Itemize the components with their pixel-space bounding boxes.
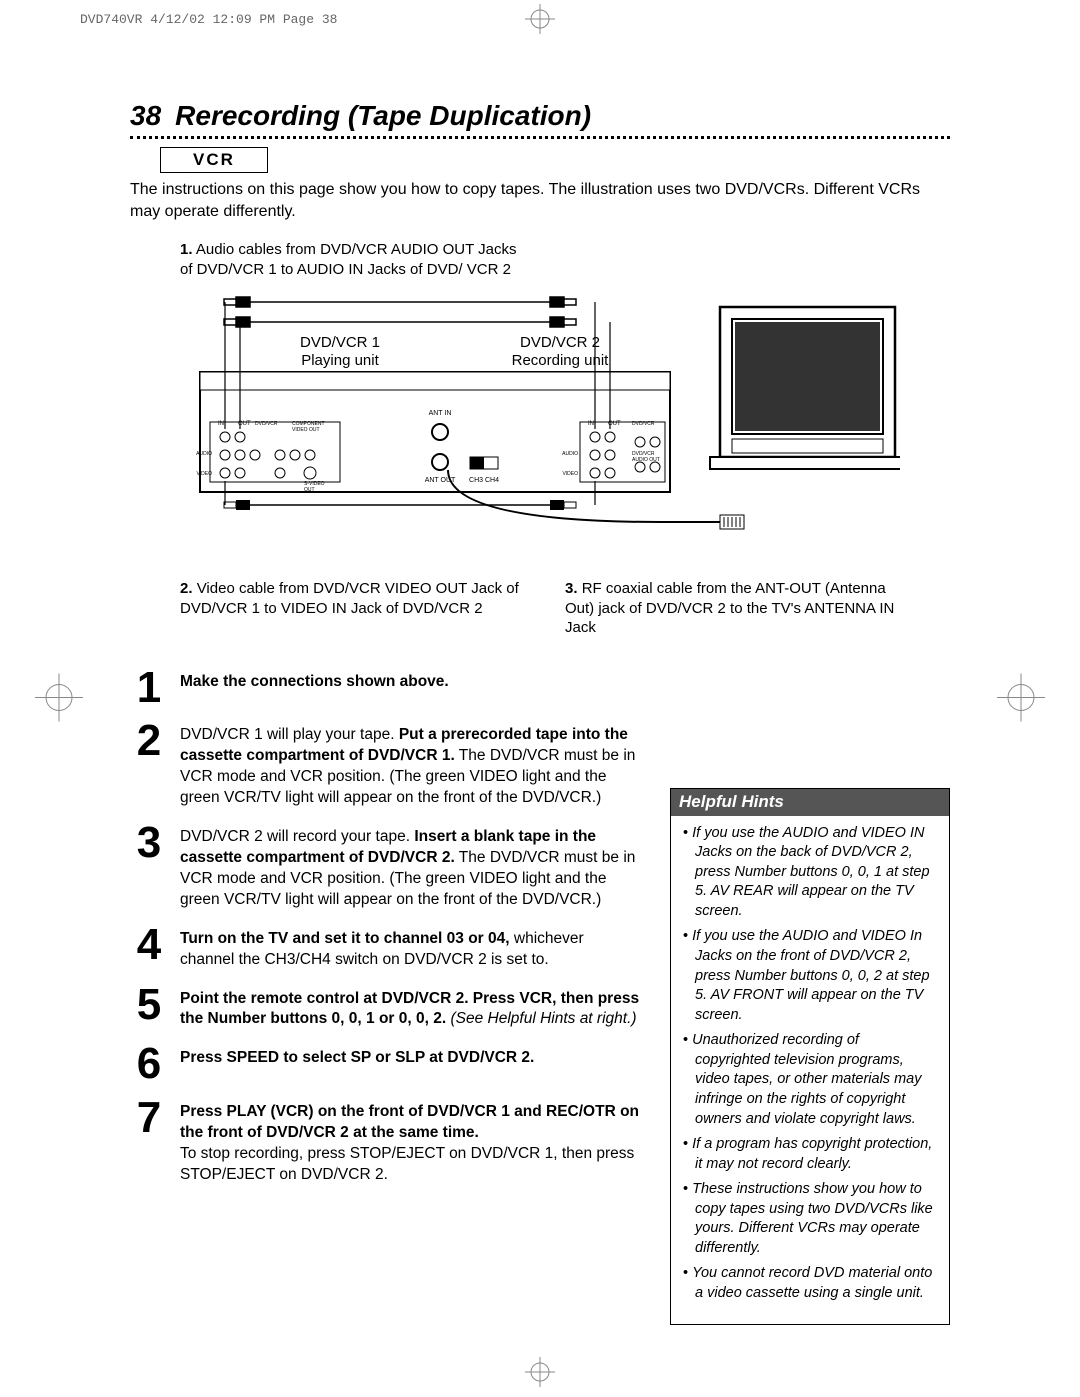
- svg-text:DVD/VCR 2: DVD/VCR 2: [520, 334, 600, 351]
- step-number: 4: [130, 925, 168, 971]
- caption-1-num: 1.: [180, 241, 193, 258]
- svg-text:IN: IN: [588, 421, 594, 427]
- wiring-diagram: DVD/VCR 1 Playing unit DVD/VCR 2 Recordi…: [180, 287, 900, 567]
- svg-text:DVD/VCR: DVD/VCR: [632, 421, 655, 427]
- svg-text:AUDIO: AUDIO: [196, 451, 212, 457]
- hint-item: You cannot record DVD material onto a vi…: [683, 1264, 937, 1303]
- caption-3-num: 3.: [565, 580, 578, 597]
- svg-text:Playing unit: Playing unit: [301, 352, 379, 369]
- svg-text:CH3 CH4: CH3 CH4: [469, 477, 499, 484]
- step-6: 6 Press SPEED to select SP or SLP at DVD/…: [130, 1044, 640, 1084]
- helpful-hints-list: If you use the AUDIO and VIDEO IN Jacks …: [683, 824, 937, 1304]
- caption-1-line1: Audio cables from DVD/VCR AUDIO OUT Jack…: [196, 241, 517, 258]
- svg-text:DVD/VCR 1: DVD/VCR 1: [300, 334, 380, 351]
- helpful-hints-header: Helpful Hints: [671, 789, 949, 816]
- svg-text:VIDEO: VIDEO: [196, 471, 212, 477]
- hint-item: These instructions show you how to copy …: [683, 1180, 937, 1258]
- svg-text:VIDEO: VIDEO: [562, 471, 578, 477]
- helpful-hints-box: Helpful Hints If you use the AUDIO and V…: [670, 788, 950, 1325]
- svg-text:VIDEO OUT: VIDEO OUT: [292, 427, 320, 433]
- step-4: 4 Turn on the TV and set it to channel 03…: [130, 925, 640, 971]
- vcr-tag: VCR: [160, 147, 268, 173]
- step-body: Make the connections shown above.: [180, 668, 449, 708]
- svg-text:IN: IN: [218, 421, 224, 427]
- print-header: DVD740VR 4/12/02 12:09 PM Page 38: [80, 12, 337, 27]
- step-number: 5: [130, 985, 168, 1031]
- step-2: 2DVD/VCR 1 will play your tape. Put a pr…: [130, 721, 640, 809]
- step-number: 3: [130, 823, 168, 911]
- crop-mark-top: [525, 4, 555, 40]
- step-number: 6: [130, 1044, 168, 1084]
- caption-1-line2: of DVD/VCR 1 to AUDIO IN Jacks of DVD/ V…: [180, 261, 511, 278]
- step-number: 2: [130, 721, 168, 809]
- step-number: 7: [130, 1098, 168, 1186]
- step-body: Point the remote control at DVD/VCR 2. P…: [180, 985, 640, 1031]
- caption-2: 2. Video cable from DVD/VCR VIDEO OUT Ja…: [180, 579, 525, 638]
- svg-text:ANT IN: ANT IN: [429, 410, 452, 417]
- step-5: 5 Point the remote control at DVD/VCR 2. …: [130, 985, 640, 1031]
- caption-3-text: RF coaxial cable from the ANT-OUT (Anten…: [565, 580, 894, 636]
- step-body: Press PLAY (VCR) on the front of DVD/VCR…: [180, 1098, 640, 1186]
- svg-text:AUDIO: AUDIO: [562, 451, 578, 457]
- step-body: DVD/VCR 2 will record your tape. Insert …: [180, 823, 640, 911]
- dotted-rule: [130, 136, 950, 139]
- caption-2-text: Video cable from DVD/VCR VIDEO OUT Jack …: [180, 580, 519, 617]
- steps-column: 1 Make the connections shown above. 2DVD/V…: [130, 668, 640, 1325]
- intro-text: The instructions on this page show you h…: [130, 179, 950, 222]
- page-title: Rerecording (Tape Duplication): [175, 100, 591, 132]
- step-1: 1 Make the connections shown above.: [130, 668, 640, 708]
- crop-mark-right: [997, 673, 1045, 724]
- caption-3: 3. RF coaxial cable from the ANT-OUT (An…: [565, 579, 910, 638]
- page-title-row: 38 Rerecording (Tape Duplication): [130, 100, 950, 132]
- svg-text:DVD/VCR: DVD/VCR: [255, 421, 278, 427]
- svg-text:OUT: OUT: [608, 421, 621, 427]
- crop-mark-bottom: [525, 1357, 555, 1393]
- svg-text:AUDIO OUT: AUDIO OUT: [632, 457, 660, 463]
- svg-text:OUT: OUT: [238, 421, 251, 427]
- hint-item: If you use the AUDIO and VIDEO In Jacks …: [683, 927, 937, 1025]
- step-body: Press SPEED to select SP or SLP at DVD/V…: [180, 1044, 534, 1084]
- step-body: DVD/VCR 1 will play your tape. Put a pre…: [180, 721, 640, 809]
- caption-2-num: 2.: [180, 580, 193, 597]
- page-number: 38: [130, 100, 161, 132]
- hint-item: Unauthorized recording of copyrighted te…: [683, 1031, 937, 1129]
- step-body: Turn on the TV and set it to channel 03 …: [180, 925, 640, 971]
- step-3: 3DVD/VCR 2 will record your tape. Insert…: [130, 823, 640, 911]
- step-7: 7Press PLAY (VCR) on the front of DVD/VC…: [130, 1098, 640, 1186]
- step-number: 1: [130, 668, 168, 708]
- hint-item: If you use the AUDIO and VIDEO IN Jacks …: [683, 824, 937, 922]
- svg-text:OUT: OUT: [304, 487, 315, 493]
- caption-1: 1. Audio cables from DVD/VCR AUDIO OUT J…: [180, 240, 950, 279]
- crop-mark-left: [35, 673, 83, 724]
- hint-item: If a program has copyright protection, i…: [683, 1135, 937, 1174]
